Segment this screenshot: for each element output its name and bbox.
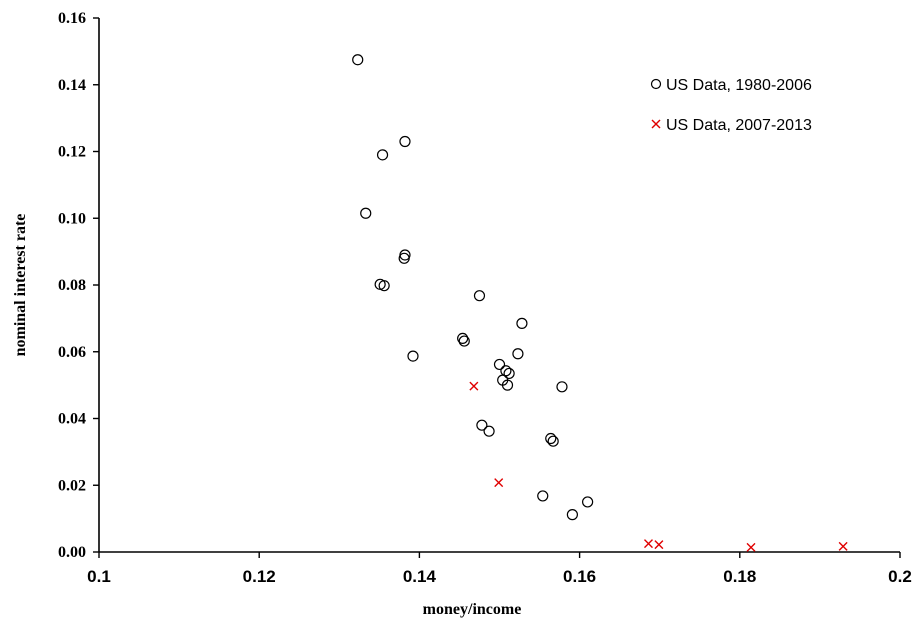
data-point-circle	[493, 358, 506, 371]
y-tick-label: 0.02	[58, 477, 86, 494]
data-point-circle	[378, 280, 390, 292]
data-point-circle	[556, 381, 568, 393]
data-point-circle	[407, 350, 419, 362]
data-point-x	[838, 541, 848, 551]
legend-x-marker	[651, 119, 661, 129]
legend-circle-marker	[650, 78, 662, 90]
x-tick-label: 0.2	[888, 567, 912, 586]
x-tick-label: 0.16	[563, 567, 596, 586]
y-tick-label: 0.16	[58, 10, 86, 27]
data-point-circle	[398, 252, 410, 264]
y-tick-label: 0.08	[58, 277, 86, 294]
data-point-circle	[501, 379, 514, 391]
data-point-x	[643, 539, 653, 549]
data-point-circle	[458, 335, 470, 347]
y-tick-label: 0.14	[58, 77, 86, 94]
x-tick-label: 0.1	[87, 567, 111, 586]
legend-label-1980-2006: US Data, 1980-2006	[666, 77, 812, 94]
y-tick-label: 0.10	[58, 210, 86, 227]
data-point-circle	[503, 367, 515, 380]
x-tick-label: 0.18	[723, 567, 756, 586]
data-point-circle	[566, 509, 578, 521]
data-point-circle	[547, 435, 559, 447]
x-tick-label: 0.12	[243, 567, 276, 586]
data-point-circle	[476, 419, 488, 431]
data-point-circle	[352, 54, 364, 66]
data-point-x	[469, 381, 479, 391]
legend: US Data, 1980-2006 US Data, 2007-2013	[650, 77, 812, 134]
data-point-circle	[399, 135, 411, 148]
data-point-circle	[376, 149, 389, 161]
y-axis-title: nominal interest rate	[12, 214, 29, 357]
data-point-circle	[582, 496, 594, 508]
y-tick-label: 0.00	[58, 544, 86, 561]
x-ticks: 0.1 0.12 0.14 0.16 0.18 0.2	[87, 552, 912, 586]
legend-entry-2007-2013: US Data, 2007-2013	[651, 117, 812, 134]
x-axis-title: money/income	[423, 601, 522, 618]
axes	[98, 18, 900, 553]
legend-label-2007-2013: US Data, 2007-2013	[666, 117, 812, 134]
data-point-circle	[483, 425, 495, 437]
data-point-circle	[457, 332, 469, 344]
data-points	[352, 54, 848, 552]
legend-entry-1980-2006: US Data, 1980-2006	[650, 77, 812, 94]
data-point-x	[746, 542, 756, 552]
x-tick-label: 0.14	[403, 567, 437, 586]
y-tick-label: 0.06	[58, 344, 86, 361]
data-point-circle	[512, 348, 524, 360]
data-point-x	[654, 540, 664, 550]
data-point-circle	[516, 317, 528, 329]
data-point-circle	[360, 207, 372, 219]
y-tick-label: 0.04	[58, 411, 86, 428]
y-tick-label: 0.12	[58, 144, 86, 161]
data-point-circle	[500, 365, 512, 377]
data-point-x	[494, 478, 504, 488]
y-ticks: 0.00 0.02 0.04 0.06 0.08 0.10 0.12 0.14 0.16	[58, 10, 99, 561]
data-point-circle	[545, 432, 557, 445]
data-point-circle	[473, 290, 486, 302]
data-point-circle	[537, 490, 549, 502]
